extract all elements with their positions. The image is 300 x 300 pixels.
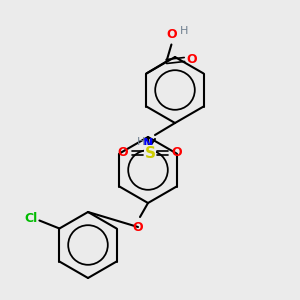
Text: H: H [179, 26, 188, 37]
Text: N: N [142, 137, 153, 150]
Text: O: O [133, 221, 143, 234]
Text: S: S [145, 146, 155, 160]
Text: H: H [136, 137, 145, 147]
Text: O: O [186, 53, 197, 66]
Text: O: O [166, 28, 177, 41]
Text: Cl: Cl [24, 212, 38, 225]
Text: O: O [118, 146, 128, 160]
Text: O: O [172, 146, 182, 160]
